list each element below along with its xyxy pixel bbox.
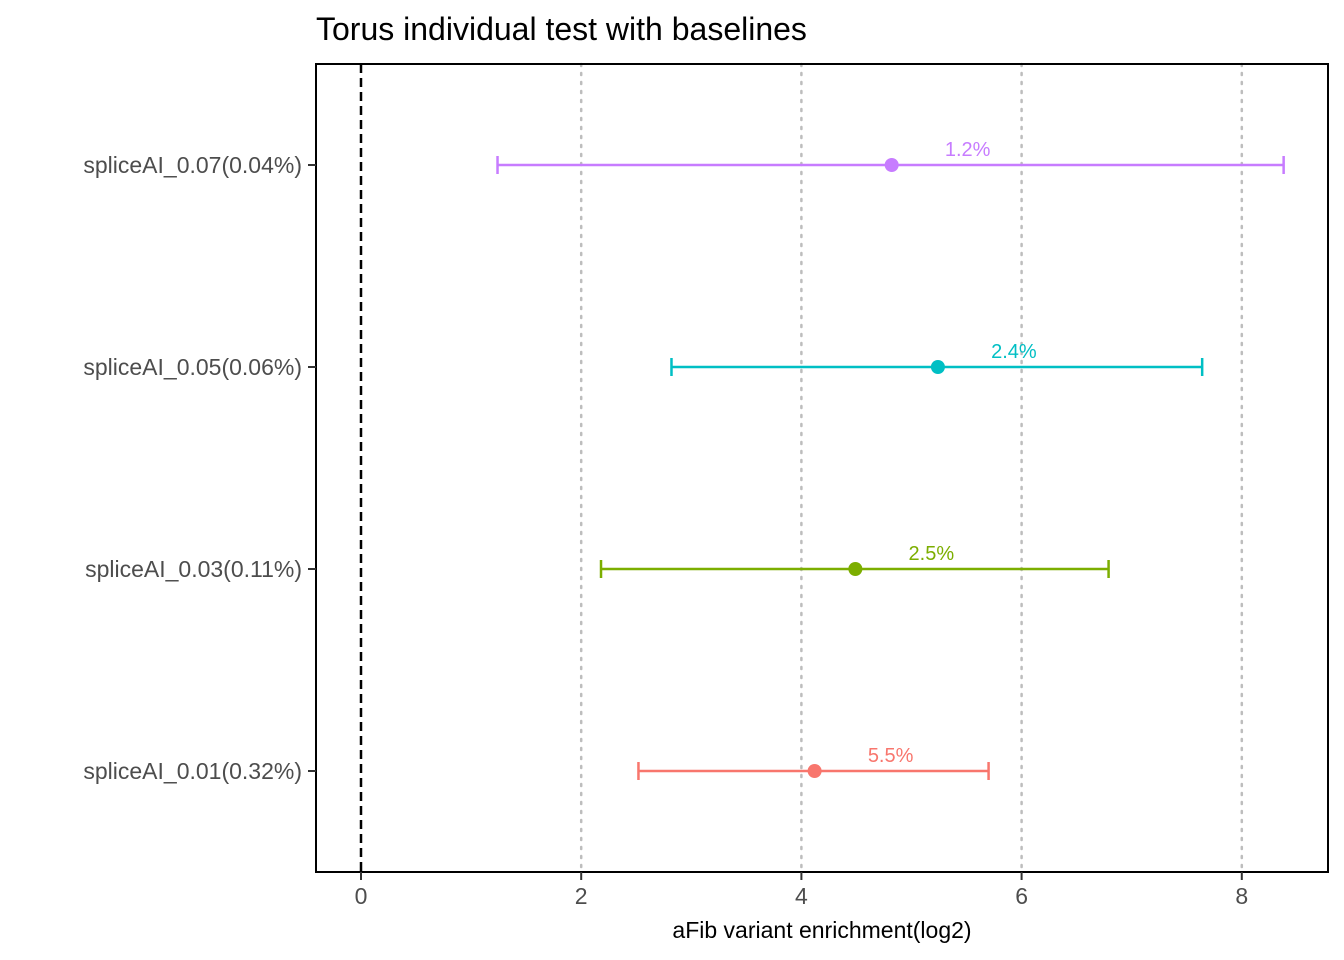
- data-label: 2.4%: [991, 341, 1037, 363]
- point-estimate: [930, 360, 945, 374]
- x-tick-label: 4: [795, 883, 808, 909]
- series-3: 2.4%: [670, 341, 1204, 376]
- data-label: 1.2%: [945, 139, 991, 161]
- series-2: 2.5%: [599, 543, 1110, 578]
- point-estimate: [807, 764, 822, 778]
- x-axis: 0 2 4 6 8: [355, 872, 1248, 909]
- x-axis-title: aFib variant enrichment(log2): [672, 917, 971, 943]
- series-4: 1.2%: [496, 139, 1285, 174]
- y-tick-label: spliceAI_0.05(0.06%): [83, 354, 302, 380]
- y-tick-label: spliceAI_0.01(0.32%): [83, 758, 302, 784]
- series-1: 5.5%: [637, 745, 990, 780]
- x-tick-label: 6: [1015, 883, 1028, 909]
- x-tick-label: 0: [355, 883, 368, 909]
- error-bars: 5.5% 2.5% 2.4% 1.2%: [496, 139, 1285, 780]
- chart-title: Torus individual test with baselines: [316, 11, 807, 47]
- y-tick-label: spliceAI_0.03(0.11%): [85, 556, 302, 582]
- data-label: 2.5%: [909, 543, 955, 565]
- point-estimate: [884, 158, 899, 172]
- point-estimate: [848, 562, 863, 576]
- grid-lines: [579, 62, 1244, 874]
- plot-panel-border: [315, 63, 1329, 873]
- y-axis: spliceAI_0.01(0.32%) spliceAI_0.03(0.11%)…: [83, 152, 316, 784]
- y-tick-label: spliceAI_0.07(0.04%): [83, 152, 302, 178]
- data-label: 5.5%: [868, 745, 914, 767]
- x-tick-label: 2: [575, 883, 588, 909]
- x-tick-label: 8: [1235, 883, 1248, 909]
